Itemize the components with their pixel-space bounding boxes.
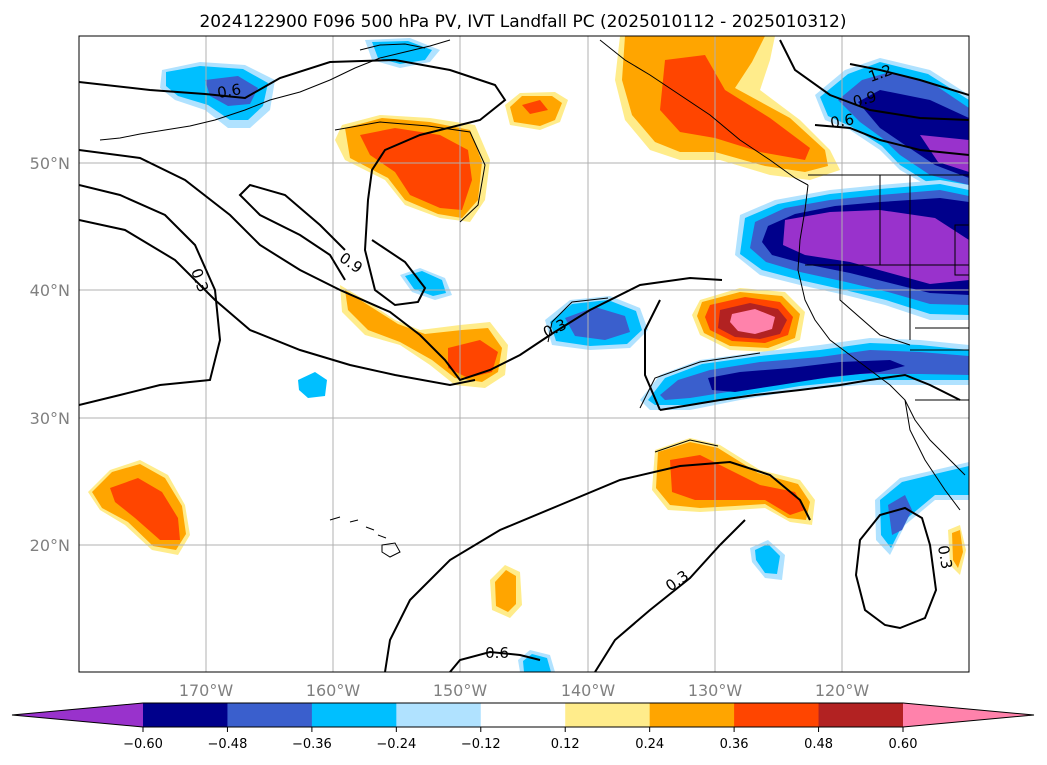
longitude-labels: 170°W 160°W 150°W 140°W 130°W 120°W xyxy=(179,681,870,700)
contour-label: 0.3 xyxy=(934,544,956,571)
contour-label: 0.6 xyxy=(216,80,243,102)
colorbar-segment xyxy=(649,703,735,727)
contour-label: 0.6 xyxy=(485,644,509,662)
coastlines xyxy=(99,39,969,558)
lat-label: 40°N xyxy=(30,281,70,300)
colorbar-segment xyxy=(818,703,904,727)
colorbar-tick-label: 0.48 xyxy=(804,737,833,752)
gridlines xyxy=(79,36,969,672)
lat-label: 20°N xyxy=(30,536,70,555)
colorbar-segment xyxy=(396,703,482,727)
colorbar-tick-label: −0.24 xyxy=(376,737,416,752)
colorbar-extend-max xyxy=(903,703,1034,727)
colorbar-tick-label: −0.12 xyxy=(461,737,501,752)
colorbar-tick-label: 0.36 xyxy=(720,737,749,752)
colorbar: −0.60 −0.48 −0.36 −0.24 −0.12 0.12 0.24 0.36 0.4… xyxy=(11,702,1035,752)
colorbar-segment xyxy=(734,703,820,727)
map-frame xyxy=(78,35,970,673)
latitude-labels: 50°N 40°N 30°N 20°N xyxy=(30,154,70,555)
colorbar-segment xyxy=(311,703,397,727)
colorbar-segment xyxy=(565,703,651,727)
pv-shading xyxy=(88,36,969,672)
lon-label: 170°W xyxy=(179,681,234,700)
colorbar-tick-label: −0.48 xyxy=(208,737,248,752)
colorbar-segment xyxy=(227,703,313,727)
lat-label: 30°N xyxy=(30,409,70,428)
lon-label: 140°W xyxy=(561,681,616,700)
colorbar-segment xyxy=(480,703,566,727)
colorbar-tick-label: −0.36 xyxy=(292,737,332,752)
figure-title: 2024122900 F096 500 hPa PV, IVT Landfall… xyxy=(199,12,846,32)
lon-label: 150°W xyxy=(433,681,488,700)
lon-label: 120°W xyxy=(815,681,870,700)
lat-label: 50°N xyxy=(30,154,70,173)
colorbar-tick-label: 0.24 xyxy=(635,737,664,752)
colorbar-segment xyxy=(143,703,228,727)
map-area: 0.6 0.9 0.3 0.3 0.3 0.6 1.2 0.9 0.6 0.3 xyxy=(79,36,969,672)
colorbar-extend-min xyxy=(12,703,143,727)
contour-label: 0.6 xyxy=(829,110,856,132)
contour-label: 0.9 xyxy=(851,87,879,111)
lon-label: 130°W xyxy=(688,681,743,700)
colorbar-tick-label: 0.60 xyxy=(889,737,918,752)
colorbar-tick-label: 0.12 xyxy=(551,737,580,752)
lon-label: 160°W xyxy=(306,681,361,700)
pc-contours xyxy=(79,39,969,672)
colorbar-tick-label: −0.60 xyxy=(123,737,163,752)
